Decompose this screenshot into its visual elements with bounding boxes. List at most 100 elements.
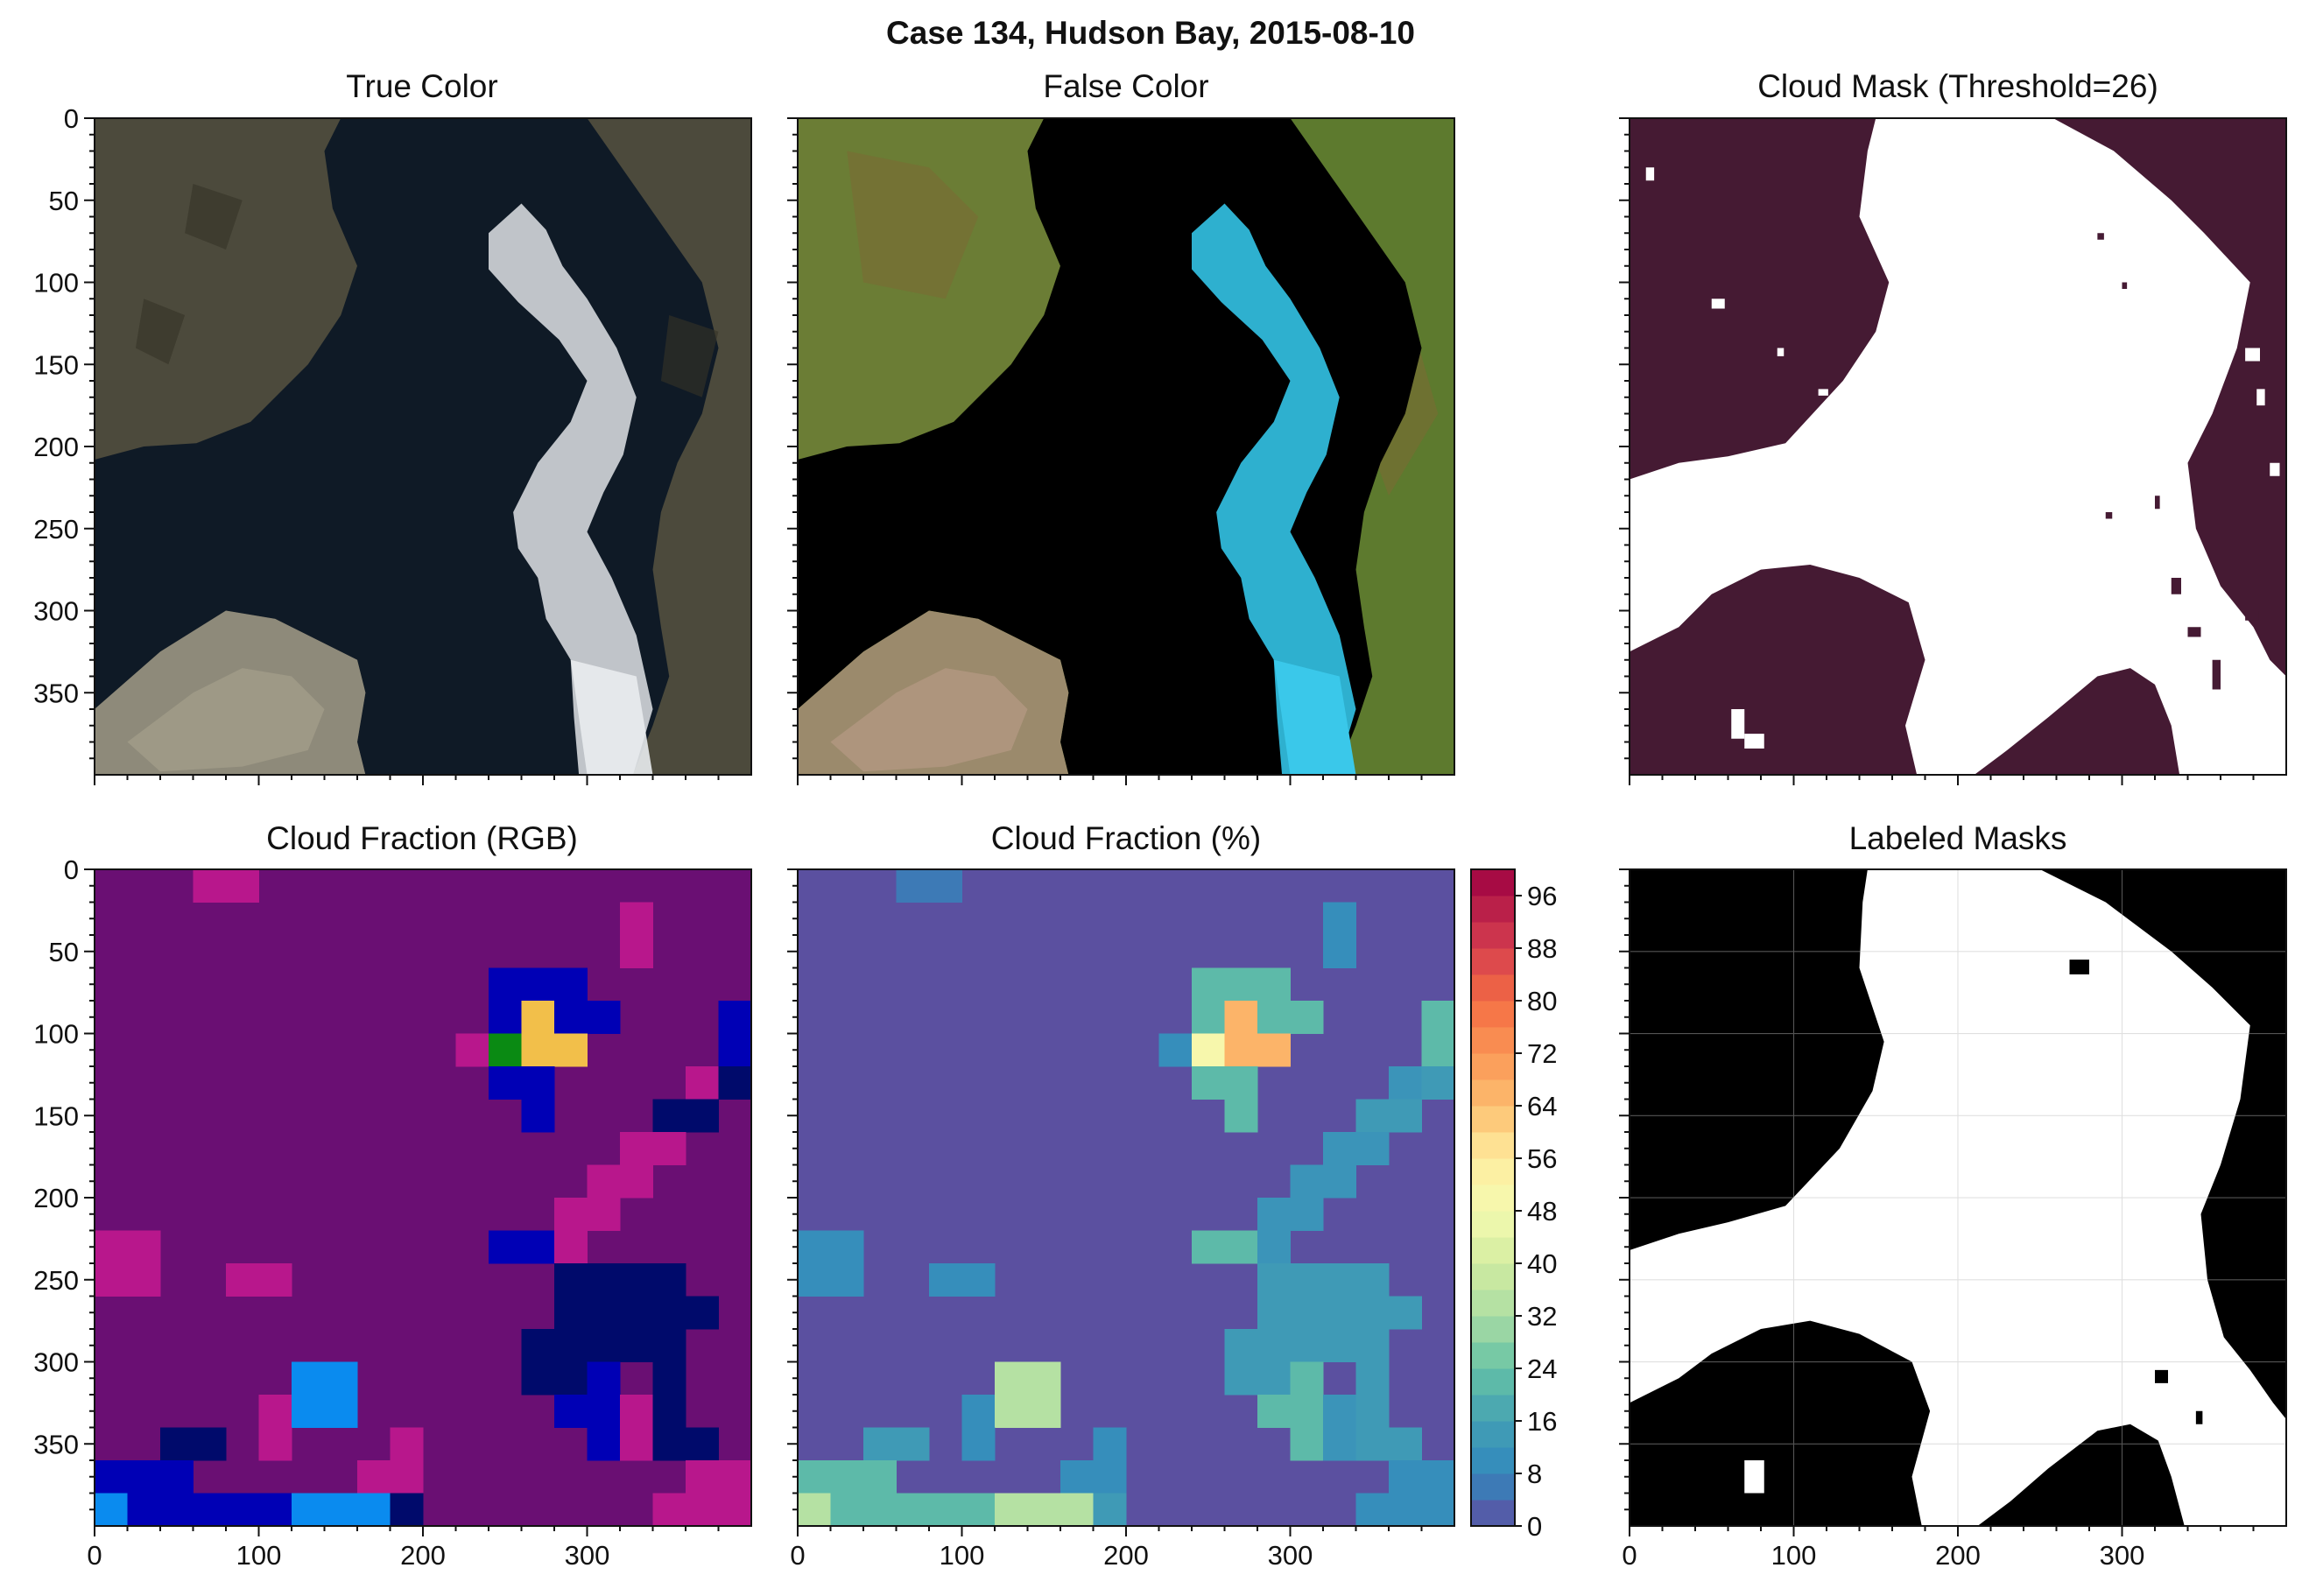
- colorbar-tick-label: 24: [1527, 1353, 1557, 1384]
- fraction-cell: [390, 1493, 424, 1527]
- true-color-image: [95, 118, 751, 775]
- fraction-cell: [292, 1361, 325, 1396]
- colorbar-bin: [1471, 922, 1515, 949]
- colorbar-bin: [1471, 1027, 1515, 1054]
- fraction-cell: [587, 1263, 621, 1297]
- fraction-cell: [554, 1296, 588, 1330]
- fraction-cell: [1323, 1329, 1356, 1362]
- fraction-cell: [587, 1427, 621, 1461]
- fraction-cell: [226, 1493, 259, 1527]
- fraction-cell: [1027, 1395, 1061, 1428]
- fraction-cell: [620, 1427, 653, 1461]
- fraction-cell: [1355, 1263, 1390, 1297]
- fraction-cell: [521, 1329, 555, 1362]
- fraction-cell: [1290, 1329, 1324, 1362]
- fraction-cell: [521, 1001, 555, 1034]
- fraction-cell: [1027, 1493, 1061, 1527]
- fraction-cell: [620, 1329, 653, 1362]
- fraction-cell: [995, 1361, 1028, 1396]
- colorbar-bin: [1471, 1421, 1515, 1448]
- fraction-cell: [929, 1493, 962, 1527]
- fraction-cell: [95, 1263, 128, 1297]
- fraction-cell: [1290, 1427, 1324, 1461]
- fraction-cell: [554, 1230, 588, 1264]
- fraction-cell: [1355, 1395, 1390, 1428]
- fraction-cell: [652, 1427, 686, 1461]
- fraction-cell: [1224, 1099, 1258, 1133]
- panel-cloud-mask: Cloud Mask (Threshold=26): [1629, 68, 2287, 776]
- colorbar-tick-label: 80: [1527, 986, 1557, 1016]
- fraction-cell: [620, 1296, 653, 1330]
- fraction-cell: [830, 1460, 864, 1494]
- fraction-cell: [652, 1099, 686, 1133]
- fraction-cell: [652, 1493, 686, 1527]
- fraction-cell: [686, 1099, 719, 1133]
- panel-title: Cloud Fraction (%): [991, 820, 1261, 856]
- y-tick-label: 50: [49, 186, 79, 216]
- fraction-cell: [1093, 1493, 1127, 1527]
- fraction-cell: [1257, 1033, 1291, 1067]
- x-tick-label: 300: [1268, 1540, 1313, 1571]
- fraction-cell: [718, 1001, 752, 1034]
- colorbar-bin: [1471, 1447, 1515, 1474]
- cloud-fraction-rgb-image: [95, 869, 752, 1527]
- fraction-cell: [652, 1263, 686, 1297]
- fraction-cell: [620, 1263, 653, 1297]
- fraction-cell: [1355, 1493, 1390, 1527]
- fraction-cell: [718, 1460, 752, 1494]
- fraction-cell: [127, 1230, 161, 1264]
- x-tick-label: 200: [400, 1540, 446, 1571]
- fraction-cell: [1290, 1263, 1324, 1297]
- fraction-cell: [455, 1033, 489, 1067]
- fraction-cell: [1355, 1427, 1390, 1461]
- colorbar-tick-label: 16: [1527, 1406, 1557, 1437]
- panel-true-color: True Color: [94, 68, 752, 776]
- colorbar-bin: [1471, 1290, 1515, 1317]
- fraction-cell: [686, 1427, 719, 1461]
- colorbar-bin: [1471, 1368, 1515, 1396]
- colorbar-bin: [1471, 948, 1515, 975]
- fraction-cell: [292, 1493, 325, 1527]
- colorbar-bin: [1471, 1001, 1515, 1028]
- colorbar-bin: [1471, 1500, 1515, 1527]
- panel-title: Cloud Mask (Threshold=26): [1757, 68, 2158, 104]
- fraction-cell: [160, 1460, 194, 1494]
- x-tick-label: 0: [87, 1540, 102, 1571]
- fraction-cell: [193, 1493, 227, 1527]
- fraction-cell: [258, 1493, 292, 1527]
- fraction-cell: [798, 1230, 831, 1264]
- y-tick-label: 0: [64, 103, 79, 134]
- colorbar-bin: [1471, 1132, 1515, 1159]
- y-tick-label: 150: [33, 1100, 79, 1131]
- colorbar-tick-label: 64: [1527, 1091, 1557, 1121]
- colorbar-tick-label: 8: [1527, 1459, 1542, 1489]
- fraction-cell: [1389, 1066, 1422, 1100]
- fraction-cell: [896, 1493, 930, 1527]
- fraction-cell: [686, 1460, 719, 1494]
- fraction-cell: [489, 1001, 522, 1034]
- fraction-cell: [587, 1329, 621, 1362]
- fraction-cell: [554, 1329, 588, 1362]
- fraction-cell: [95, 1460, 128, 1494]
- fraction-cell: [587, 1395, 621, 1428]
- colorbar: 0 8 16 24 32 40 48 56 64 72 80 88 96: [1471, 869, 1557, 1542]
- fraction-cell: [961, 1427, 996, 1461]
- x-tick-label: 0: [1622, 1540, 1637, 1571]
- fraction-cell: [961, 1263, 996, 1297]
- fraction-cell: [489, 1066, 522, 1100]
- figure-title: Case 134, Hudson Bay, 2015-08-10: [886, 15, 1415, 51]
- y-tick-label: 350: [33, 1429, 79, 1459]
- fraction-cell: [489, 1230, 522, 1264]
- colorbar-tick-label: 40: [1527, 1248, 1557, 1279]
- cloud-mask-image: [1630, 118, 2286, 775]
- fraction-cell: [95, 1493, 128, 1527]
- y-tick-label: 350: [33, 678, 79, 708]
- fraction-cell: [1389, 1493, 1422, 1527]
- fraction-cell: [1355, 1132, 1390, 1165]
- fraction-cell: [1290, 1395, 1324, 1428]
- colorbar-tick-label: 96: [1527, 881, 1557, 911]
- cloud-fraction-pct-image: [798, 869, 1455, 1527]
- fraction-cell: [686, 1066, 719, 1100]
- colorbar-bin: [1471, 1473, 1515, 1501]
- fraction-cell: [929, 869, 962, 903]
